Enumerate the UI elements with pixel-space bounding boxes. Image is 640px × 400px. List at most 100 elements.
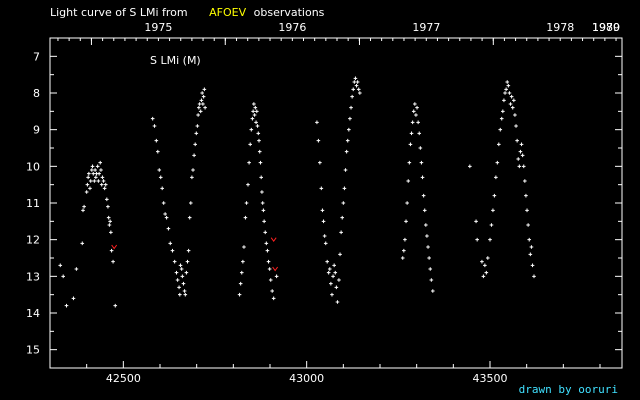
visual-observation-point: [157, 168, 162, 172]
fainter-than-observation-point: [111, 244, 118, 250]
visual-observation-point: [334, 285, 339, 290]
visual-observation-point: [156, 149, 160, 154]
visual-observation-point: [266, 259, 271, 264]
visual-observation-point: [267, 267, 272, 271]
visual-observation-point: [403, 237, 407, 242]
data-points: [58, 76, 536, 308]
visual-observation-point: [491, 208, 495, 213]
visual-observation-point: [431, 289, 435, 293]
visual-observation-point: [316, 138, 321, 143]
visual-observation-point: [420, 175, 425, 180]
visual-observation-point: [502, 98, 506, 103]
visual-observation-point: [532, 274, 536, 279]
visual-observation-point: [530, 263, 535, 268]
visual-observation-point: [517, 164, 522, 169]
visual-observation-point: [339, 230, 343, 235]
visual-observation-point: [93, 168, 97, 172]
visual-observation-point: [524, 193, 528, 198]
top-year-label: 1977: [412, 21, 440, 34]
visual-observation-point: [195, 124, 200, 128]
visual-observation-point: [250, 116, 255, 121]
visual-observation-point: [352, 80, 357, 84]
visual-observation-point: [325, 259, 329, 264]
visual-observation-point: [526, 223, 530, 227]
visual-observation-point: [105, 197, 109, 202]
visual-observation-point: [202, 87, 207, 92]
visual-observation-point: [97, 171, 101, 176]
visual-observation-point: [329, 281, 333, 286]
visual-observation-point: [333, 270, 338, 275]
visual-observation-point: [508, 102, 513, 106]
visual-observation-point: [489, 223, 494, 227]
visual-observation-point: [160, 186, 164, 191]
top-year-label: 1978: [546, 21, 574, 34]
visual-observation-point: [341, 201, 346, 205]
visual-observation-point: [345, 138, 350, 143]
visual-observation-point: [415, 105, 419, 110]
visual-observation-point: [409, 131, 414, 136]
visual-observation-point: [191, 168, 195, 172]
visual-observation-point: [402, 248, 406, 253]
visual-observation-point: [178, 292, 182, 297]
visual-observation-point: [260, 201, 265, 205]
x-tick-label: 43500: [473, 372, 508, 385]
visual-observation-point: [241, 259, 245, 264]
y-axis: 7 8 9 10 11 12 13 14 15: [26, 50, 622, 357]
visual-observation-point: [475, 237, 479, 242]
visual-observation-point: [262, 219, 266, 224]
visual-observation-point: [404, 219, 408, 224]
visual-observation-point: [257, 149, 262, 154]
y-tick-label: 15: [26, 344, 40, 357]
visual-observation-point: [244, 201, 249, 205]
visual-observation-point: [101, 179, 106, 183]
visual-observation-point: [323, 241, 328, 246]
visual-observation-point: [71, 296, 76, 301]
x-axis: 42500430004350044000: [49, 361, 601, 385]
visual-observation-point: [87, 171, 91, 176]
visual-observation-point: [427, 256, 431, 260]
visual-observation-point: [248, 142, 252, 147]
visual-observation-point: [344, 149, 349, 154]
visual-observation-point: [247, 160, 251, 165]
visual-observation-point: [186, 248, 191, 253]
visual-observation-point: [237, 292, 242, 297]
chart-title: Light curve of S LMi from AFOEV observat…: [50, 6, 325, 19]
visual-observation-point: [255, 124, 260, 128]
visual-observation-point: [253, 105, 258, 110]
visual-observation-point: [332, 263, 336, 268]
visual-observation-point: [252, 102, 256, 106]
visual-observation-point: [494, 175, 498, 180]
visual-observation-point: [528, 252, 533, 257]
visual-observation-point: [182, 289, 187, 293]
visual-observation-point: [99, 182, 104, 187]
visual-observation-point: [94, 175, 98, 180]
visual-observation-point: [74, 267, 79, 271]
visual-observation-point: [100, 175, 105, 180]
visual-observation-point: [192, 153, 196, 158]
title-source: AFOEV: [209, 6, 246, 19]
fainter-than-observation-point: [272, 266, 279, 272]
visual-observation-point: [198, 109, 203, 114]
visual-observation-point: [108, 219, 112, 224]
visual-observation-point: [84, 190, 89, 194]
visual-observation-point: [516, 157, 521, 161]
visual-observation-point: [170, 248, 175, 253]
visual-observation-point: [161, 201, 166, 205]
visual-observation-point: [505, 80, 510, 84]
visual-observation-point: [85, 182, 90, 187]
visual-observation-point: [106, 204, 110, 209]
visual-observation-point: [252, 113, 257, 117]
y-tick-label: 9: [33, 124, 40, 137]
credit-label: drawn by ooruri: [519, 383, 618, 396]
visual-observation-point: [512, 98, 516, 103]
visual-observation-point: [254, 120, 258, 125]
visual-observation-point: [193, 142, 197, 147]
visual-observation-point: [166, 226, 171, 231]
visual-observation-point: [180, 274, 185, 279]
visual-observation-point: [107, 223, 112, 227]
visual-observation-point: [58, 263, 63, 268]
fainter-than-observation-point: [270, 237, 277, 243]
visual-observation-point: [175, 278, 180, 282]
visual-observation-point: [201, 102, 205, 106]
